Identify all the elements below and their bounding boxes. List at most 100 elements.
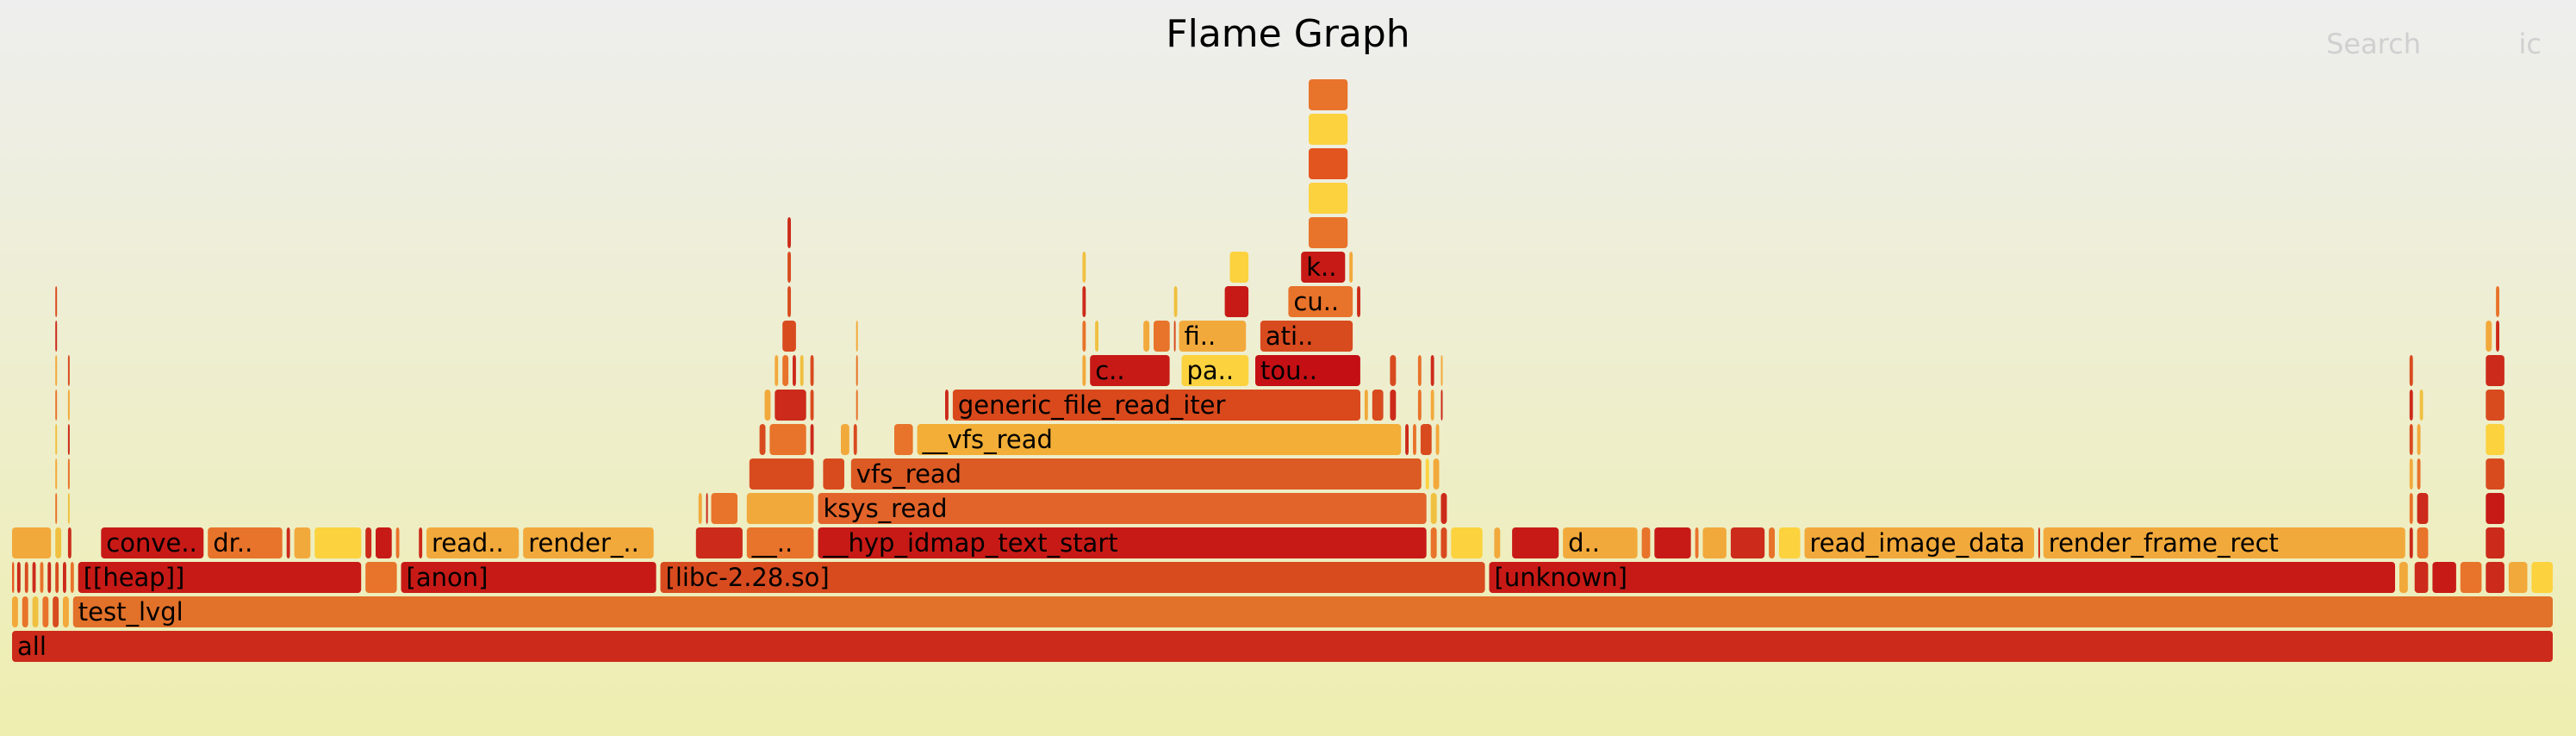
flame-frame-rect[interactable] — [2508, 562, 2528, 593]
flame-frame[interactable] — [787, 286, 791, 317]
flame-frame-rect[interactable] — [1563, 527, 1638, 558]
flame-frame[interactable]: pa.. — [1181, 355, 1249, 386]
flame-frame-rect[interactable] — [2432, 562, 2456, 593]
flame-frame[interactable]: [[heap]] — [78, 562, 362, 593]
flame-frame-rect[interactable] — [1440, 355, 1443, 386]
flame-frame[interactable] — [365, 527, 372, 558]
flame-frame[interactable] — [1430, 390, 1434, 421]
flame-frame-rect[interactable] — [2419, 390, 2424, 421]
flame-frame-rect[interactable] — [856, 355, 858, 386]
flame-frame[interactable] — [1082, 355, 1086, 386]
flame-frame-rect[interactable] — [24, 562, 28, 593]
flame-frame[interactable] — [63, 596, 69, 627]
flame-frame-rect[interactable] — [12, 527, 52, 558]
flame-frame-rect[interactable] — [1309, 183, 1348, 214]
flame-frame-rect[interactable] — [365, 562, 397, 593]
flame-frame-rect[interactable] — [2486, 527, 2504, 558]
flame-frame[interactable] — [856, 390, 858, 421]
flame-frame[interactable] — [2399, 562, 2408, 593]
flame-frame[interactable] — [945, 390, 949, 421]
flame-frame[interactable] — [1433, 458, 1440, 490]
flame-frame[interactable] — [63, 562, 66, 593]
flame-frame-rect[interactable] — [1433, 458, 1440, 490]
flame-frame[interactable] — [314, 527, 362, 558]
flame-frame[interactable] — [1654, 527, 1691, 558]
flame-frame[interactable] — [769, 424, 806, 455]
flame-frame[interactable] — [2409, 390, 2413, 421]
flame-frame-rect[interactable] — [1260, 321, 1353, 352]
flame-frame[interactable] — [70, 562, 74, 593]
flame-frame[interactable] — [32, 596, 39, 627]
flame-frame-rect[interactable] — [2496, 321, 2499, 352]
flame-frame-rect[interactable] — [2496, 286, 2499, 317]
flame-frame-rect[interactable] — [1730, 527, 1765, 558]
flame-frame-rect[interactable] — [55, 562, 59, 593]
flame-frame[interactable] — [12, 596, 18, 627]
flame-frame[interactable] — [2417, 527, 2429, 558]
flame-frame[interactable] — [1082, 321, 1086, 352]
flame-frame-rect[interactable] — [67, 355, 70, 386]
flame-frame-rect[interactable] — [952, 390, 1360, 421]
flame-frame-rect[interactable] — [1309, 148, 1348, 179]
flame-frame-rect[interactable] — [12, 562, 15, 593]
flame-frame-rect[interactable] — [660, 562, 1485, 593]
flame-frame[interactable] — [2038, 527, 2040, 558]
flame-frame-rect[interactable] — [775, 355, 779, 386]
flame-frame-rect[interactable] — [2409, 493, 2413, 524]
flame-frame-rect[interactable] — [395, 527, 400, 558]
flame-frame-rect[interactable] — [67, 390, 70, 421]
flame-frame-rect[interactable] — [856, 321, 858, 352]
flame-frame[interactable] — [12, 562, 15, 593]
flame-frame-rect[interactable] — [1082, 355, 1086, 386]
flame-frame-rect[interactable] — [53, 596, 59, 627]
flame-frame[interactable] — [42, 596, 49, 627]
flame-frame-rect[interactable] — [810, 355, 814, 386]
flame-frame[interactable] — [698, 493, 702, 524]
flame-frame[interactable] — [2486, 355, 2504, 386]
flame-frame-rect[interactable] — [101, 527, 204, 558]
flame-frame-rect[interactable] — [2486, 424, 2504, 455]
flame-frame[interactable] — [706, 493, 708, 524]
flame-frame-rect[interactable] — [841, 424, 849, 455]
flame-frame[interactable] — [419, 527, 423, 558]
flame-frame[interactable] — [2417, 458, 2421, 490]
flame-frame-rect[interactable] — [376, 527, 392, 558]
flame-frame[interactable] — [1309, 148, 1348, 179]
flame-frame-rect[interactable] — [1417, 355, 1422, 386]
flame-frame[interactable] — [695, 527, 743, 558]
flame-frame-rect[interactable] — [1435, 424, 1440, 455]
flame-frame-rect[interactable] — [853, 424, 857, 455]
flame-frame-rect[interactable] — [1255, 355, 1360, 386]
flame-frame-rect[interactable] — [1143, 321, 1150, 352]
flame-frame-rect[interactable] — [55, 321, 58, 352]
flame-frame[interactable]: tou.. — [1255, 355, 1360, 386]
flame-frame-rect[interactable] — [55, 493, 58, 524]
flame-frame-rect[interactable] — [1494, 527, 1501, 558]
flame-frame-rect[interactable] — [894, 424, 913, 455]
flame-frame[interactable] — [1173, 286, 1178, 317]
flame-frame-rect[interactable] — [16, 562, 21, 593]
flame-frame-rect[interactable] — [1082, 286, 1086, 317]
flame-frame-rect[interactable] — [2417, 458, 2421, 490]
flame-frame-rect[interactable] — [55, 424, 58, 455]
flame-frame-rect[interactable] — [818, 493, 1427, 524]
flame-frame[interactable] — [55, 390, 58, 421]
flame-frame[interactable] — [782, 321, 796, 352]
flame-frame-rect[interactable] — [1417, 390, 1422, 421]
flame-frame[interactable] — [810, 390, 814, 421]
flame-frame[interactable] — [1309, 114, 1348, 145]
flame-frame-rect[interactable] — [12, 596, 18, 627]
flame-frame[interactable] — [2409, 424, 2413, 455]
flame-frame[interactable] — [55, 355, 58, 386]
flame-frame-rect[interactable] — [78, 562, 362, 593]
flame-frame[interactable] — [1494, 527, 1501, 558]
flame-frame-rect[interactable] — [294, 527, 311, 558]
flame-frame[interactable] — [1173, 321, 1176, 352]
flame-frame[interactable] — [2486, 390, 2504, 421]
flame-frame-rect[interactable] — [1390, 355, 1397, 386]
flame-frame-rect[interactable] — [22, 596, 28, 627]
flame-frame[interactable] — [2419, 390, 2424, 421]
flame-frame[interactable] — [793, 355, 796, 386]
flame-frame[interactable] — [2486, 527, 2504, 558]
flame-frame-rect[interactable] — [1090, 355, 1170, 386]
